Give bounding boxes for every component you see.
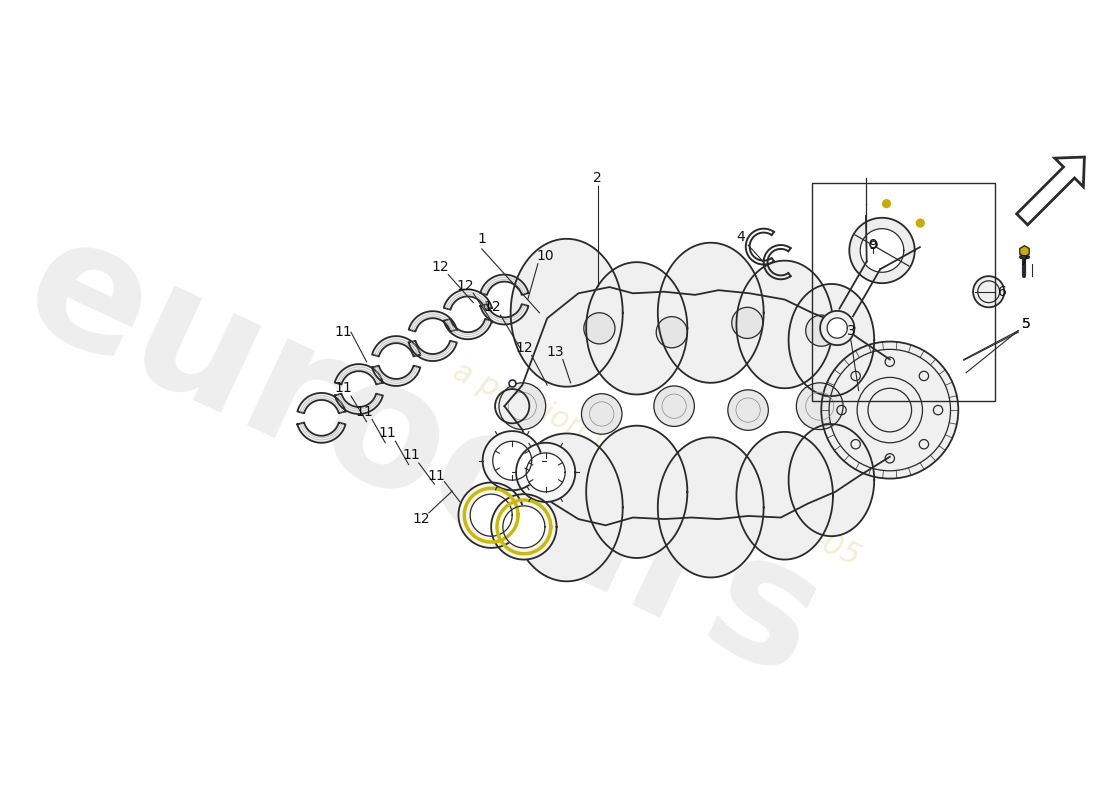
Polygon shape (443, 319, 492, 339)
Polygon shape (372, 366, 420, 386)
Polygon shape (297, 422, 345, 442)
Polygon shape (483, 431, 542, 490)
Circle shape (916, 219, 924, 227)
Polygon shape (510, 434, 623, 582)
Polygon shape (470, 494, 513, 536)
Text: a passion for cars since 1905: a passion for cars since 1905 (448, 357, 865, 572)
Polygon shape (503, 506, 544, 548)
Polygon shape (1020, 246, 1030, 257)
Text: 5: 5 (1022, 318, 1031, 331)
Polygon shape (409, 311, 456, 331)
Text: 11: 11 (378, 426, 396, 441)
Text: 10: 10 (537, 249, 554, 263)
Text: 12: 12 (456, 278, 474, 293)
Polygon shape (586, 426, 688, 558)
Circle shape (728, 390, 768, 430)
Polygon shape (459, 482, 524, 548)
Text: 11: 11 (334, 382, 352, 395)
Circle shape (653, 386, 694, 426)
Circle shape (796, 383, 843, 430)
Polygon shape (443, 290, 492, 310)
Polygon shape (658, 438, 763, 578)
Text: 12: 12 (484, 300, 502, 314)
Circle shape (805, 315, 837, 346)
Polygon shape (974, 276, 1004, 307)
Text: 9: 9 (868, 238, 877, 252)
Bar (812, 182, 994, 401)
Polygon shape (789, 284, 874, 396)
Text: 11: 11 (355, 405, 373, 418)
Polygon shape (821, 311, 855, 345)
Text: 1: 1 (477, 232, 486, 246)
Polygon shape (516, 442, 575, 502)
Circle shape (732, 307, 763, 338)
Polygon shape (658, 242, 763, 383)
Text: 11: 11 (403, 448, 420, 462)
Text: 4: 4 (736, 230, 745, 244)
Text: 12: 12 (432, 260, 450, 274)
Polygon shape (849, 218, 915, 283)
Text: 3: 3 (847, 324, 855, 338)
Text: 11: 11 (334, 326, 352, 339)
Text: eurocars: eurocars (0, 199, 846, 714)
Text: 2: 2 (594, 171, 602, 185)
Circle shape (582, 394, 621, 434)
Text: 6: 6 (998, 285, 1008, 298)
Polygon shape (827, 318, 847, 338)
Circle shape (495, 389, 529, 423)
Polygon shape (586, 262, 688, 394)
Polygon shape (372, 336, 420, 356)
Polygon shape (334, 364, 383, 385)
Circle shape (584, 313, 615, 344)
Polygon shape (492, 494, 557, 559)
Polygon shape (510, 239, 623, 386)
Polygon shape (789, 424, 874, 536)
Circle shape (499, 383, 546, 430)
Polygon shape (334, 394, 383, 414)
Polygon shape (297, 393, 345, 414)
Polygon shape (526, 453, 565, 492)
Polygon shape (860, 229, 904, 272)
Text: 13: 13 (547, 345, 564, 358)
Circle shape (657, 317, 688, 348)
Text: 12: 12 (515, 341, 532, 354)
Polygon shape (409, 341, 456, 361)
Circle shape (882, 200, 891, 207)
Text: 12: 12 (412, 512, 430, 526)
Text: 7: 7 (1020, 254, 1028, 267)
Polygon shape (737, 432, 833, 559)
Text: 5: 5 (1022, 318, 1031, 331)
Polygon shape (481, 274, 528, 295)
Polygon shape (493, 442, 531, 480)
Polygon shape (737, 261, 833, 388)
Circle shape (822, 342, 958, 478)
Text: 11: 11 (428, 470, 446, 483)
Polygon shape (481, 304, 528, 325)
